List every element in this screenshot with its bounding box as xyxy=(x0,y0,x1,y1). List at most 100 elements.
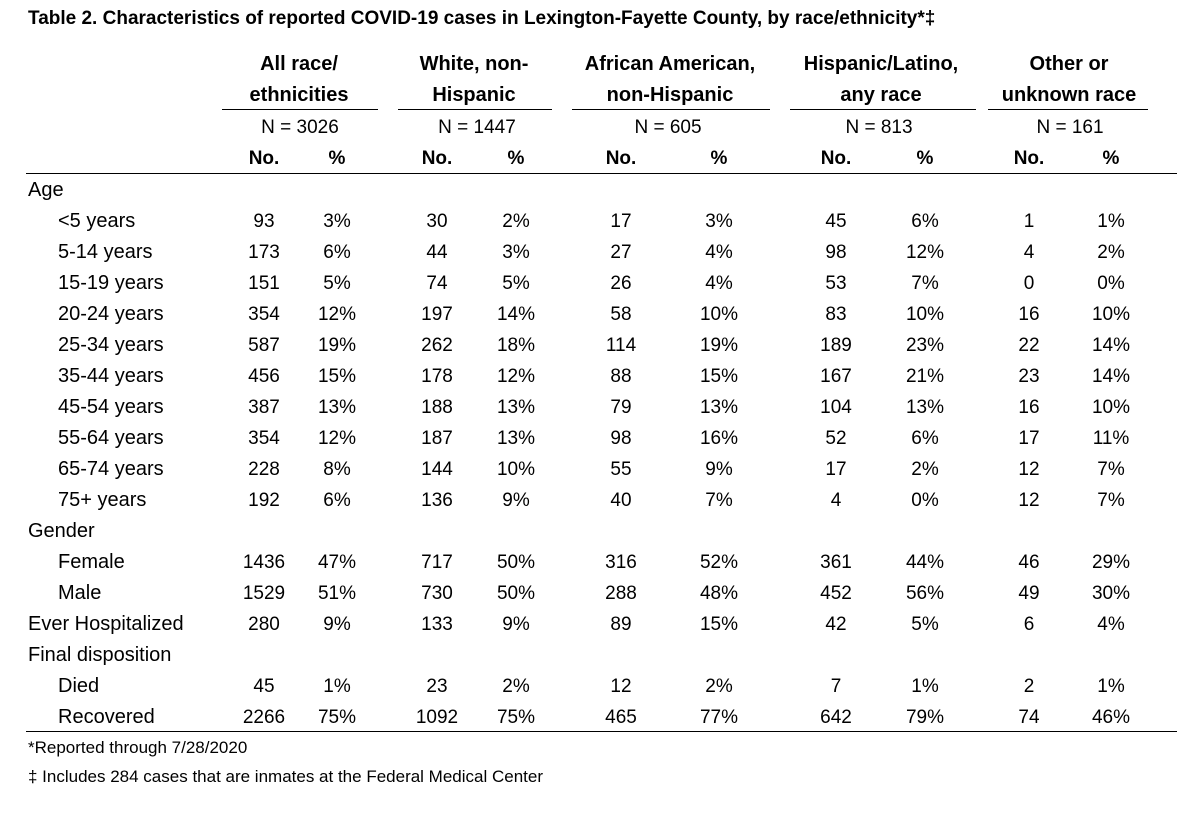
cell-count: 17 xyxy=(825,459,847,480)
section-row: Gender xyxy=(0,516,1201,547)
table-row: Died 45 1% 23 2% 12 2% 7 1% 2 1% xyxy=(0,671,1201,702)
cell-count: 173 xyxy=(248,242,280,263)
column-header-pct: % xyxy=(916,148,934,169)
cell-percent: 12% xyxy=(317,304,357,325)
group-header-white: White, non- Hispanic xyxy=(394,49,554,111)
cell-count: 30 xyxy=(426,211,448,232)
cell-percent: 9% xyxy=(502,614,530,635)
cell-percent: 9% xyxy=(323,614,351,635)
cell-count: 387 xyxy=(248,397,280,418)
group-header-line2: unknown race xyxy=(1001,84,1137,106)
cell-percent: 44% xyxy=(905,552,945,573)
cell-count: 46 xyxy=(1018,552,1040,573)
cell-percent: 16% xyxy=(699,428,739,449)
cell-percent: 50% xyxy=(496,583,536,604)
cell-count: 83 xyxy=(825,304,847,325)
group-header-line1: Hispanic/Latino, xyxy=(803,53,959,75)
cell-percent: 52% xyxy=(699,552,739,573)
cell-count: 93 xyxy=(253,211,275,232)
cell-count: 27 xyxy=(610,242,632,263)
cell-count: 136 xyxy=(421,490,453,511)
cell-count: 44 xyxy=(426,242,448,263)
group-n-count: N = 813 xyxy=(845,117,913,138)
group-underline xyxy=(398,109,552,110)
group-header-line2: ethnicities xyxy=(249,84,349,106)
table-row: Male 1529 51% 730 50% 288 48% 452 56% 49 30% xyxy=(0,578,1201,609)
cell-count: 22 xyxy=(1018,335,1040,356)
cell-percent: 10% xyxy=(496,459,536,480)
row-label: 20-24 years xyxy=(58,303,164,325)
column-header-pct: % xyxy=(1102,148,1120,169)
cell-percent: 2% xyxy=(502,211,530,232)
cell-percent: 14% xyxy=(1091,366,1131,387)
group-underline xyxy=(222,109,378,110)
cell-count: 53 xyxy=(825,273,847,294)
cell-percent: 15% xyxy=(699,614,739,635)
cell-count: 16 xyxy=(1018,304,1040,325)
row-label: Female xyxy=(58,551,125,573)
row-label: Gender xyxy=(28,520,95,542)
cell-percent: 12% xyxy=(496,366,536,387)
cell-percent: 2% xyxy=(1097,242,1125,263)
cell-percent: 11% xyxy=(1092,428,1130,449)
cell-percent: 6% xyxy=(911,428,939,449)
cell-count: 12 xyxy=(1018,459,1040,480)
group-header-line2: Hispanic xyxy=(432,84,516,106)
cell-percent: 56% xyxy=(905,583,945,604)
cell-percent: 12% xyxy=(905,242,945,263)
cell-count: 1 xyxy=(1023,211,1035,232)
column-header-pct: % xyxy=(507,148,525,169)
cell-count: 79 xyxy=(610,397,632,418)
cell-count: 228 xyxy=(248,459,280,480)
row-label: 55-64 years xyxy=(58,427,164,449)
cell-count: 12 xyxy=(1018,490,1040,511)
cell-percent: 51% xyxy=(317,583,357,604)
cell-percent: 4% xyxy=(1097,614,1125,635)
section-row: Final disposition xyxy=(0,640,1201,671)
group-header-line2: any race xyxy=(840,84,922,106)
cell-count: 6 xyxy=(1023,614,1035,635)
cell-percent: 7% xyxy=(911,273,939,294)
group-n-count: N = 161 xyxy=(1036,117,1104,138)
cell-count: 104 xyxy=(820,397,852,418)
cell-percent: 29% xyxy=(1091,552,1131,573)
table-row: 45-54 years 387 13% 188 13% 79 13% 104 13% 16 10% xyxy=(0,392,1201,423)
cell-count: 717 xyxy=(421,552,453,573)
row-label: <5 years xyxy=(58,210,136,232)
cell-count: 354 xyxy=(248,428,280,449)
column-header-no: No. xyxy=(605,148,637,169)
cell-percent: 3% xyxy=(502,242,530,263)
cell-count: 2 xyxy=(1023,676,1035,697)
group-header-line2: non-Hispanic xyxy=(606,84,734,106)
group-n-count: N = 1447 xyxy=(438,117,516,138)
cell-percent: 15% xyxy=(699,366,739,387)
cell-count: 49 xyxy=(1018,583,1040,604)
cell-percent: 2% xyxy=(911,459,939,480)
cell-count: 58 xyxy=(610,304,632,325)
cell-count: 197 xyxy=(421,304,453,325)
cell-count: 74 xyxy=(1018,707,1040,728)
table-row: 55-64 years 354 12% 187 13% 98 16% 52 6% 17 11% xyxy=(0,423,1201,454)
group-header-line1: White, non- xyxy=(419,53,529,75)
cell-percent: 3% xyxy=(323,211,351,232)
cell-count: 262 xyxy=(421,335,453,356)
cell-count: 192 xyxy=(248,490,280,511)
cell-percent: 10% xyxy=(1091,304,1131,325)
row-label: Male xyxy=(58,582,102,604)
table-row: 5-14 years 173 6% 44 3% 27 4% 98 12% 4 2% xyxy=(0,237,1201,268)
cell-percent: 10% xyxy=(905,304,945,325)
cell-percent: 30% xyxy=(1091,583,1131,604)
cell-count: 465 xyxy=(605,707,637,728)
group-underline xyxy=(790,109,976,110)
group-header-all: All race/ ethnicities xyxy=(218,49,380,111)
cell-percent: 6% xyxy=(911,211,939,232)
section-row: Ever Hospitalized 280 9% 133 9% 89 15% 42 5% 6 4% xyxy=(0,609,1201,640)
group-header-african-american: African American, non-Hispanic xyxy=(568,49,772,111)
cell-count: 167 xyxy=(820,366,852,387)
cell-percent: 8% xyxy=(323,459,351,480)
cell-percent: 15% xyxy=(317,366,357,387)
cell-percent: 18% xyxy=(496,335,536,356)
cell-percent: 10% xyxy=(699,304,739,325)
cell-percent: 2% xyxy=(502,676,530,697)
cell-count: 40 xyxy=(610,490,632,511)
